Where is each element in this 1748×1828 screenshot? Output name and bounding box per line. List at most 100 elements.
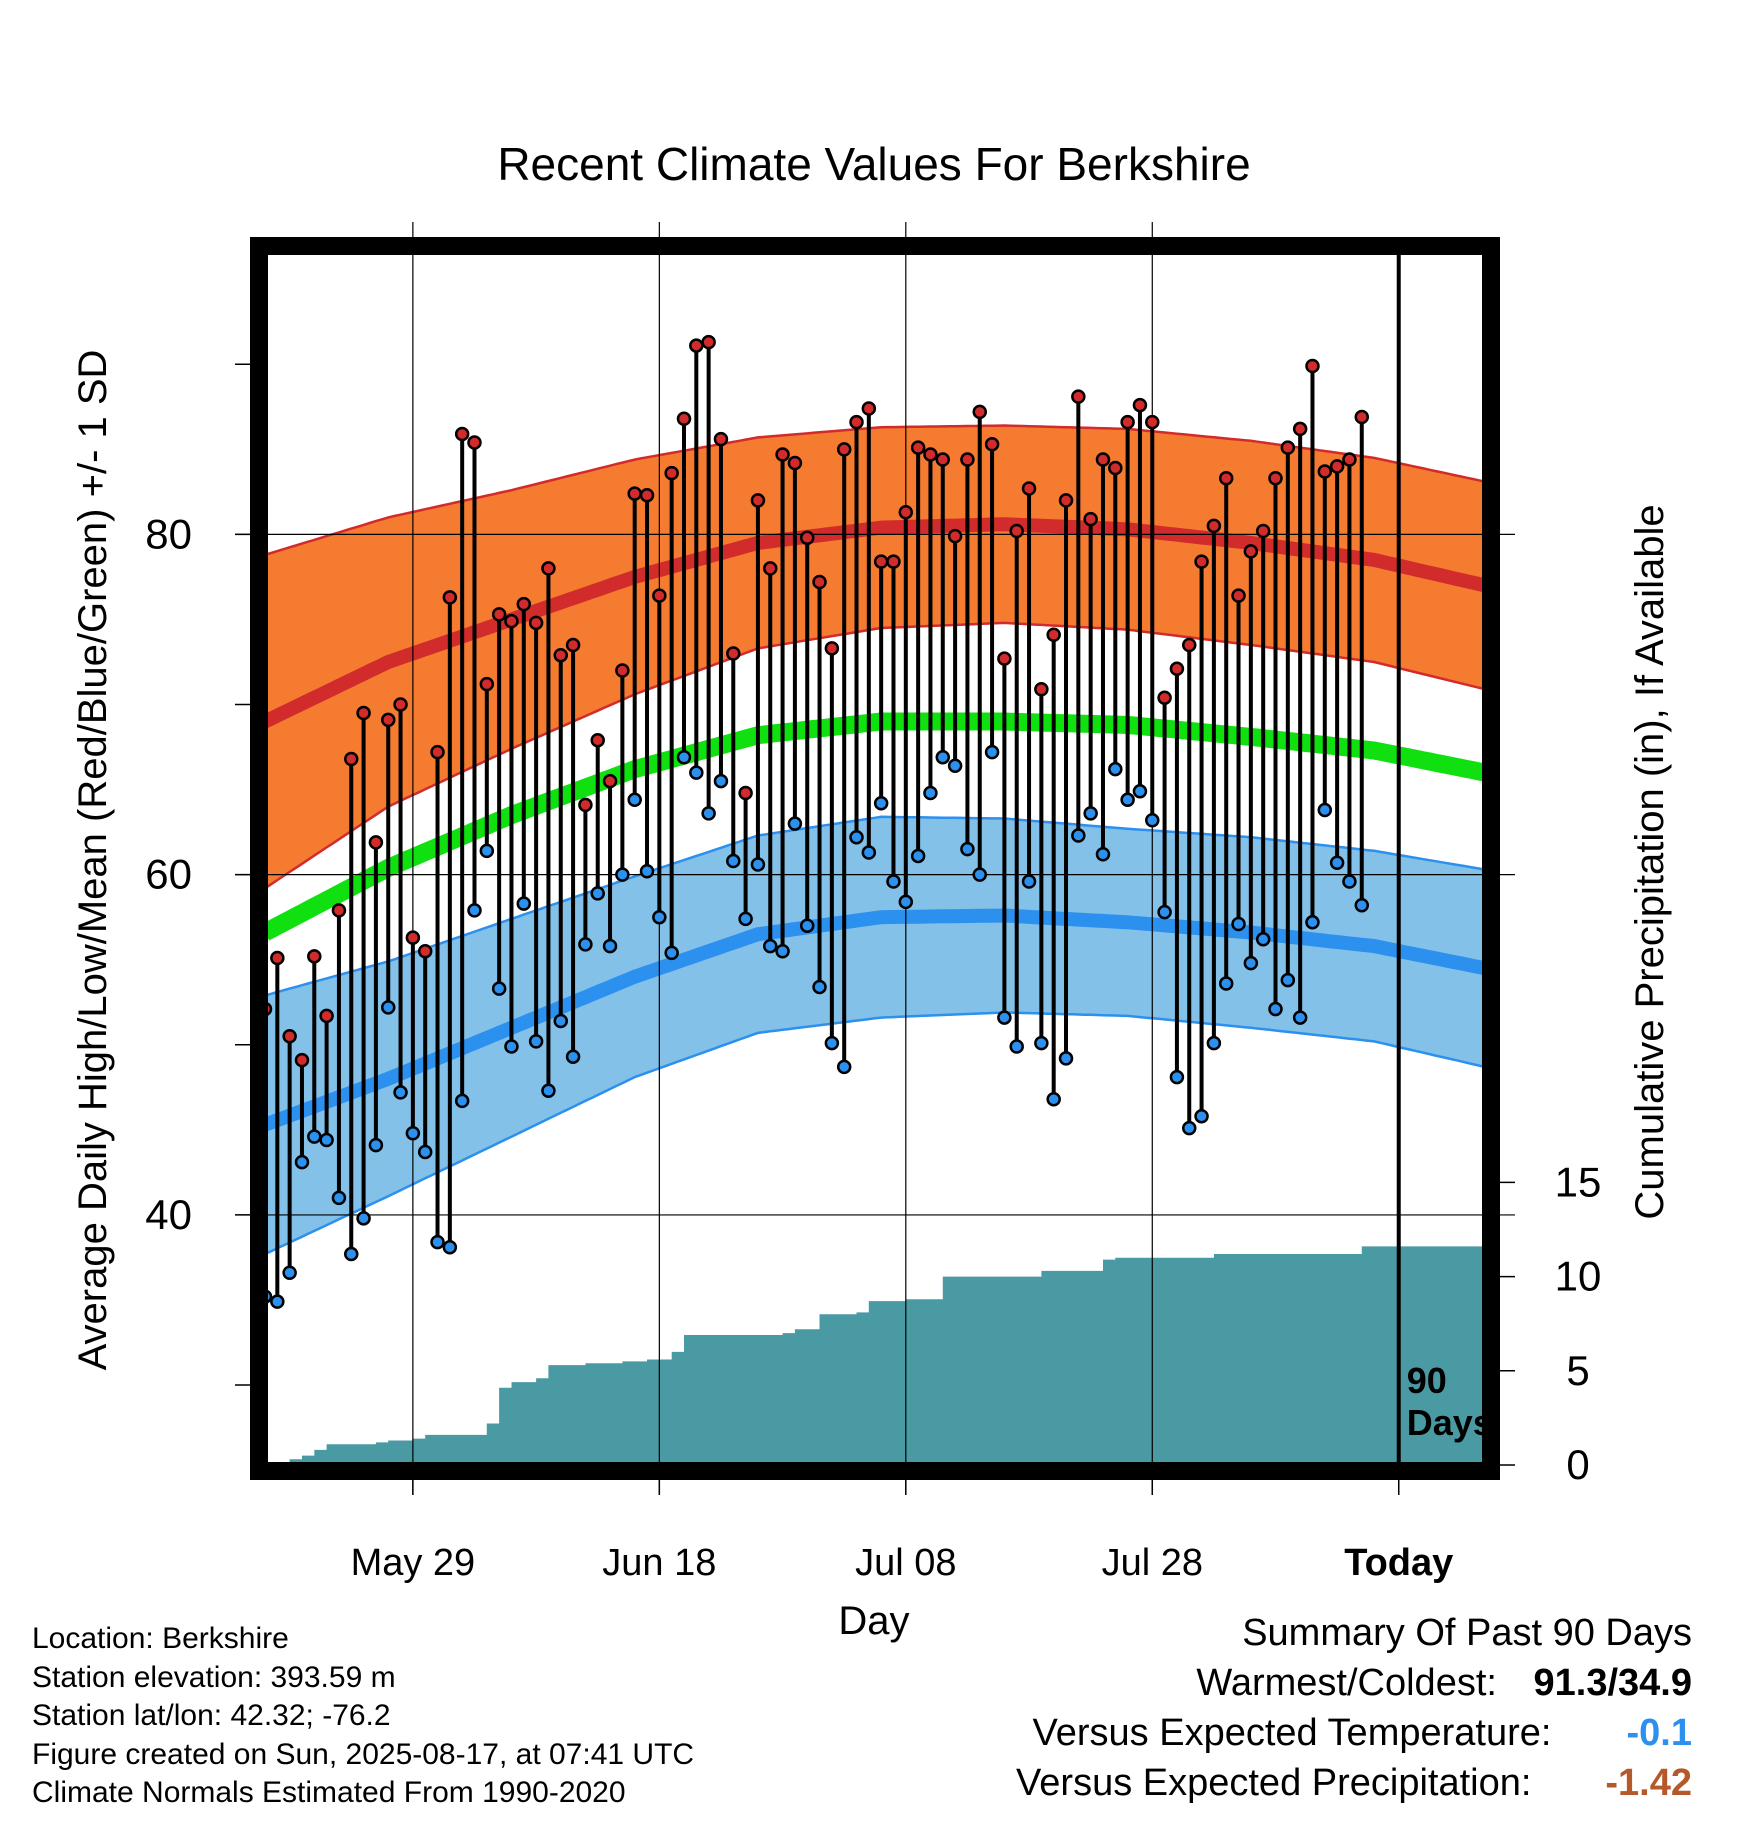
low-point (738, 911, 753, 927)
high-point (294, 1052, 310, 1068)
high-point (1034, 681, 1049, 697)
low-point (380, 1000, 396, 1015)
high-point (405, 930, 421, 945)
high-point (602, 773, 618, 789)
high-point (787, 455, 803, 471)
summary-precip-row: Versus Expected Precipitation: -1.42 (792, 1758, 1692, 1808)
low-point (1268, 1001, 1283, 1017)
high-point (319, 1008, 334, 1024)
low-point (1145, 812, 1160, 828)
high-point (1329, 459, 1345, 474)
low-point (750, 857, 766, 872)
low-point (270, 1294, 285, 1309)
high-point (947, 528, 963, 544)
high-point (1255, 523, 1271, 539)
high-point (910, 440, 926, 455)
high-point (417, 943, 433, 959)
low-point (1206, 1035, 1222, 1051)
latlon-text: Station lat/lon: 42.32; -76.2 (32, 1699, 391, 1732)
low-point (417, 1144, 433, 1160)
low-point (861, 845, 877, 860)
low-point (1058, 1051, 1074, 1066)
y2-tick-label: 10 (1555, 1253, 1602, 1300)
low-point (454, 1093, 470, 1109)
low-point (1255, 932, 1271, 947)
high-point (454, 426, 470, 442)
precipitation-area (265, 1246, 1485, 1465)
high-point (541, 561, 556, 576)
low-point (873, 795, 889, 811)
high-point (812, 574, 827, 590)
low-point (1120, 792, 1135, 808)
high-point (1021, 481, 1037, 496)
high-point (763, 561, 778, 576)
high-point (467, 435, 482, 450)
high-point (923, 447, 938, 462)
high-point (1157, 690, 1172, 705)
low-point (1132, 784, 1148, 799)
high-point (331, 903, 347, 918)
y-tick-label: 80 (145, 510, 192, 557)
high-point (590, 733, 605, 748)
high-point (713, 431, 729, 447)
high-point (726, 646, 741, 661)
low-point (1194, 1108, 1209, 1124)
high-point (1145, 414, 1160, 430)
high-point (504, 613, 519, 629)
y2-tick-label: 15 (1555, 1158, 1602, 1205)
low-point (1292, 1010, 1308, 1025)
high-point (799, 530, 815, 546)
high-point (1046, 627, 1061, 643)
high-point (775, 447, 790, 462)
high-point (676, 411, 692, 426)
low-point (1071, 828, 1086, 843)
precip-label: Versus Expected Precipitation: (1016, 1762, 1532, 1804)
low-point (553, 1013, 569, 1029)
high-point (627, 486, 642, 501)
low-point (1231, 916, 1246, 932)
low-point (664, 945, 679, 961)
high-point (861, 401, 877, 416)
y-tick-label: 60 (145, 851, 192, 898)
low-point (726, 853, 741, 869)
low-point (984, 744, 1000, 760)
high-point (701, 334, 716, 350)
summary-warm-cold-row: Warmest/Coldest: 91.3/34.9 (792, 1658, 1692, 1708)
low-point (1243, 955, 1259, 971)
low-point (799, 918, 815, 933)
high-point (491, 607, 507, 622)
high-point (1206, 518, 1222, 534)
high-point (380, 712, 396, 728)
low-point (294, 1154, 310, 1170)
high-point (528, 615, 544, 631)
y2-tick-label: 5 (1566, 1347, 1589, 1394)
days-label: 90 Days (1407, 1360, 1493, 1443)
low-point (516, 896, 532, 911)
y2-axis-label: Cumulative Precipitation (in), If Availa… (1628, 504, 1672, 1219)
low-point (935, 750, 951, 765)
high-point (873, 554, 889, 569)
summary-heading: Summary Of Past 90 Days (1242, 1612, 1692, 1654)
high-point (836, 442, 852, 457)
low-point (812, 979, 827, 995)
high-point (1231, 588, 1246, 603)
low-point (1108, 761, 1123, 777)
low-point (1329, 855, 1345, 871)
low-point (1034, 1035, 1049, 1051)
low-point (1354, 898, 1370, 913)
high-point (1120, 414, 1135, 430)
low-point (886, 874, 901, 889)
high-band-lower-edge (265, 621, 1485, 890)
high-point (356, 705, 371, 721)
location-text: Location: Berkshire (32, 1622, 289, 1655)
low-point (997, 1010, 1012, 1025)
high-point (393, 697, 408, 712)
high-point (430, 744, 445, 760)
low-point (356, 1211, 371, 1226)
high-point (553, 647, 569, 663)
low-point (479, 843, 495, 859)
low-point (405, 1126, 421, 1141)
low-point (701, 806, 716, 821)
elevation-text: Station elevation: 393.59 m (32, 1660, 396, 1694)
